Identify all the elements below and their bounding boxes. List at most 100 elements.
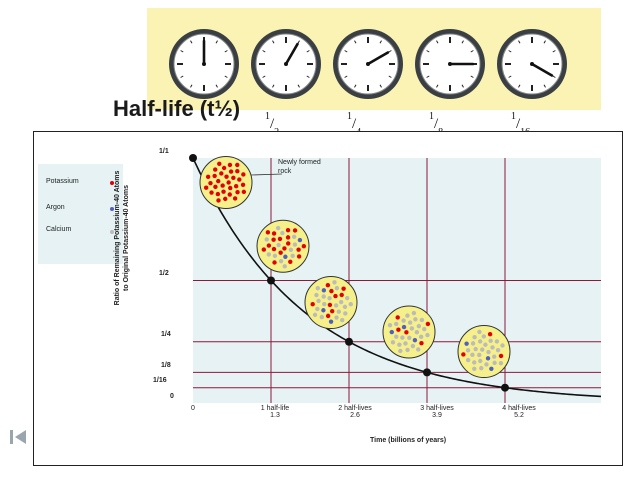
- atom-dot: [483, 342, 488, 347]
- atom-dot: [488, 338, 493, 344]
- atom-dot: [340, 317, 345, 323]
- atom-dot: [266, 252, 272, 257]
- atom-dot: [241, 172, 246, 177]
- atom-dot: [321, 308, 326, 313]
- atom-dot: [316, 298, 321, 304]
- atom-dot: [339, 292, 344, 298]
- atom-dot: [322, 301, 327, 307]
- atom-dot: [495, 347, 501, 353]
- atom-dot: [296, 247, 301, 252]
- atom-dot: [465, 357, 471, 363]
- atom-dot: [231, 175, 236, 181]
- rock-sample: [199, 156, 253, 209]
- legend-label-potassium: Potassium: [46, 178, 79, 185]
- atom-dot: [312, 312, 318, 318]
- atom-dot: [404, 330, 409, 335]
- atom-dot: [332, 280, 337, 285]
- atom-dot: [414, 330, 420, 335]
- atom-dot: [240, 182, 246, 187]
- atom-dot: [223, 196, 228, 202]
- atom-dot: [345, 295, 350, 301]
- atom-dot: [285, 241, 291, 246]
- atom-dot: [334, 285, 340, 291]
- rock-sample: [457, 325, 511, 379]
- atom-dot: [264, 237, 269, 242]
- atom-dot: [215, 191, 221, 197]
- atom-dot: [276, 242, 281, 248]
- atom-dot: [418, 334, 424, 340]
- atom-dot: [235, 190, 240, 195]
- atom-dot: [498, 353, 504, 359]
- y-tick-label: 1/2: [159, 270, 169, 277]
- atom-dot: [484, 362, 489, 367]
- atom-dot: [490, 345, 495, 350]
- atom-dot: [310, 302, 315, 307]
- decay-curve: [192, 157, 602, 398]
- atom-dot: [342, 304, 348, 310]
- atom-dot: [472, 360, 477, 365]
- atom-dot: [407, 335, 412, 341]
- atom-dot: [315, 306, 320, 312]
- y-tick-label: 1/4: [161, 331, 171, 338]
- atom-dot: [492, 360, 497, 366]
- atom-dot: [228, 169, 234, 174]
- atom-dot: [221, 189, 226, 194]
- atom-dot: [327, 296, 332, 301]
- y-tick-label: 1/16: [153, 377, 167, 384]
- atom-dot: [226, 180, 231, 185]
- atom-dot: [486, 349, 491, 355]
- atom-dot: [233, 184, 239, 189]
- atom-dot: [212, 173, 217, 179]
- atom-dot: [405, 313, 410, 318]
- atom-dot: [478, 358, 483, 364]
- legend-label-argon: Argon: [46, 204, 65, 211]
- atom-dot: [477, 352, 482, 358]
- first-slide-bar-icon[interactable]: [10, 430, 13, 444]
- atom-dot: [485, 356, 491, 361]
- atom-dot: [343, 311, 348, 316]
- atom-dot: [328, 319, 334, 324]
- y-axis-label: Ratio of Remaining Potassium-40 Atoms to…: [114, 170, 130, 306]
- clock-row: [169, 29, 567, 99]
- x-tick-label: 0: [191, 405, 195, 412]
- atom-dot: [394, 334, 399, 339]
- x-axis-label: Time (billions of years): [370, 437, 447, 444]
- atom-dot: [401, 318, 406, 323]
- atom-dot: [221, 165, 227, 171]
- atom-dot: [481, 334, 487, 339]
- atom-dot: [213, 184, 218, 190]
- atom-dot: [282, 246, 287, 251]
- clock-icon: [333, 29, 403, 99]
- atom-dot: [280, 230, 285, 236]
- previous-slide-icon[interactable]: [15, 430, 26, 444]
- atom-dot: [217, 161, 222, 167]
- slide-title: Half-life (t½): [113, 96, 241, 121]
- legend-swatch-potassium: [110, 181, 114, 185]
- atom-dot: [278, 258, 284, 264]
- atom-dot: [410, 343, 416, 349]
- atom-dot: [220, 183, 225, 188]
- clock-icon: [415, 29, 485, 99]
- annotation-leader: [246, 173, 283, 176]
- atom-dot: [321, 294, 326, 299]
- atom-dot: [470, 352, 475, 358]
- atom-dot: [285, 235, 291, 240]
- atom-dot: [272, 260, 277, 265]
- atom-dot: [271, 246, 277, 252]
- atom-dot: [237, 177, 242, 182]
- atom-dot: [266, 243, 272, 248]
- rock-sample: [304, 276, 358, 330]
- y-tick-label: 1/1: [159, 148, 169, 155]
- atom-dot: [272, 253, 278, 259]
- atom-dot: [397, 342, 402, 347]
- atom-dot: [213, 167, 218, 172]
- atom-dot: [425, 332, 430, 338]
- atom-dot: [285, 227, 291, 233]
- atom-dot: [297, 237, 303, 243]
- clock-icon: [497, 29, 567, 99]
- rock-sample: [382, 305, 436, 359]
- atom-dot: [288, 247, 294, 253]
- atom-dot: [208, 180, 213, 186]
- atom-dot: [296, 254, 302, 259]
- atom-dot: [489, 366, 494, 371]
